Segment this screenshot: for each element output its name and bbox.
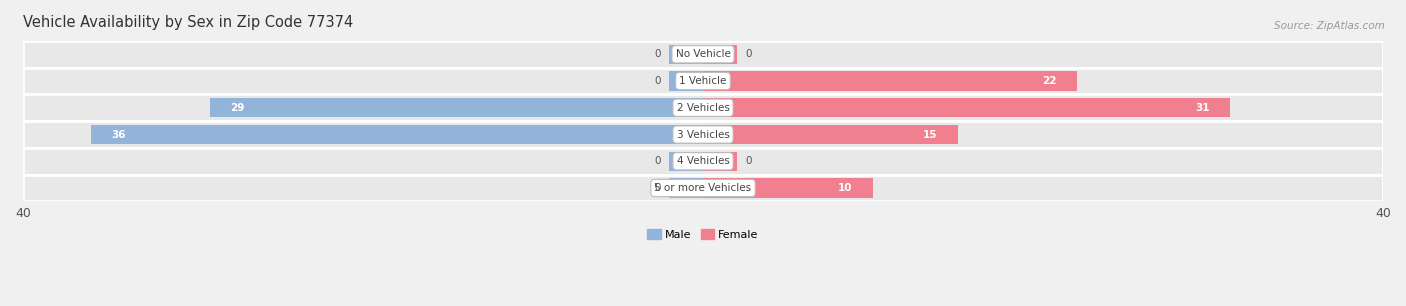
Text: 0: 0: [745, 156, 752, 166]
Text: 1 Vehicle: 1 Vehicle: [679, 76, 727, 86]
Bar: [669, 45, 703, 64]
Bar: [22, 148, 1384, 175]
Text: 22: 22: [1042, 76, 1057, 86]
Text: 10: 10: [838, 183, 852, 193]
Text: 0: 0: [654, 183, 661, 193]
Bar: [703, 98, 1230, 118]
Text: 2 Vehicles: 2 Vehicles: [676, 103, 730, 113]
Text: 15: 15: [924, 129, 938, 140]
Text: 4 Vehicles: 4 Vehicles: [676, 156, 730, 166]
Text: 0: 0: [654, 156, 661, 166]
Text: 29: 29: [231, 103, 245, 113]
Legend: Male, Female: Male, Female: [643, 224, 763, 244]
Text: 0: 0: [745, 49, 752, 59]
Bar: [22, 121, 1384, 148]
Bar: [209, 98, 703, 118]
Text: 0: 0: [654, 49, 661, 59]
Text: 0: 0: [654, 76, 661, 86]
Bar: [22, 94, 1384, 121]
Text: 31: 31: [1195, 103, 1209, 113]
Bar: [669, 152, 703, 171]
Text: Source: ZipAtlas.com: Source: ZipAtlas.com: [1274, 21, 1385, 32]
Bar: [91, 125, 703, 144]
Bar: [703, 152, 737, 171]
Bar: [22, 175, 1384, 201]
Bar: [22, 41, 1384, 68]
Bar: [22, 68, 1384, 94]
Text: Vehicle Availability by Sex in Zip Code 77374: Vehicle Availability by Sex in Zip Code …: [22, 15, 353, 30]
Bar: [669, 71, 703, 91]
Text: 3 Vehicles: 3 Vehicles: [676, 129, 730, 140]
Text: No Vehicle: No Vehicle: [675, 49, 731, 59]
Text: 5 or more Vehicles: 5 or more Vehicles: [654, 183, 752, 193]
Bar: [703, 45, 737, 64]
Text: 36: 36: [111, 129, 127, 140]
Bar: [703, 125, 957, 144]
Bar: [703, 178, 873, 198]
Bar: [669, 178, 703, 198]
Bar: [703, 71, 1077, 91]
